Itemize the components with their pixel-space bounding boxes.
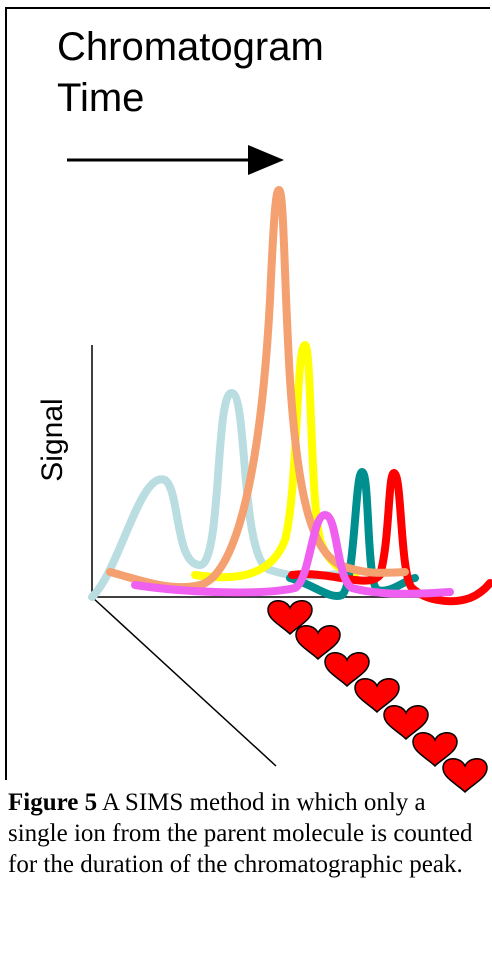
caption-label: Figure 5 (8, 789, 98, 816)
title-line-2: Time (57, 76, 144, 120)
frame (5, 7, 490, 780)
curve-red (288, 469, 492, 606)
axis-label: Signal (36, 398, 69, 481)
caption: Figure 5 A SIMS method in which only a s… (8, 787, 490, 880)
title-line-1: Chromatogram (57, 25, 324, 69)
curve-light-blue (88, 388, 344, 601)
curve-magenta (131, 511, 454, 598)
ion-hearts (267, 599, 488, 793)
caption-text: A SIMS method in which only a single ion… (8, 789, 473, 878)
axes (91, 345, 420, 767)
curve-orange (106, 186, 409, 592)
